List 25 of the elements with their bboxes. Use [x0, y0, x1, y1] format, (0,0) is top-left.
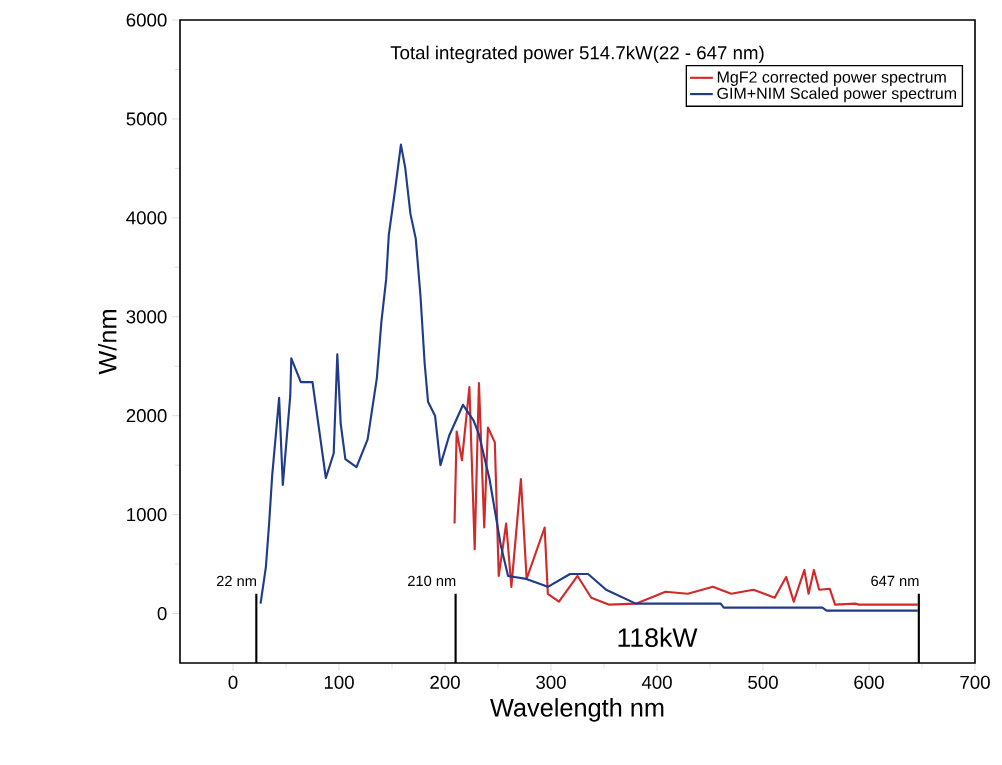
x-tick-label: 0	[228, 675, 238, 689]
y-tick-label: 0	[157, 606, 167, 621]
x-tick-label: 200	[430, 675, 460, 689]
x-tick-label: 100	[324, 675, 354, 689]
y-tick-label: 2000	[126, 409, 167, 423]
line-series	[259, 143, 919, 612]
y-tick-label: 4000	[126, 211, 167, 225]
text: Total integrated power 514.7kW(22 - 647 nm)	[390, 45, 764, 64]
y-tick-label: 1000	[127, 507, 167, 522]
x-tick-label: 500	[748, 675, 778, 689]
legend-label: MgF2 corrected power spectrum	[717, 71, 946, 86]
x-tick-label: 400	[641, 675, 672, 689]
ref-line-label: 647 nm	[871, 575, 919, 587]
y-tick-label: 5000	[126, 112, 167, 126]
y-axis-title: W/nm	[98, 310, 117, 375]
ref-line-label: 22 nm	[216, 575, 256, 587]
ref-line-label: 210 nm	[408, 575, 456, 587]
x-axis-title: Wavelength nm	[490, 698, 664, 722]
y-tick-label: 3000	[126, 310, 167, 324]
y-tick-label: 6000	[126, 13, 167, 27]
x-tick-label: 600	[854, 675, 884, 689]
x-tick-label: 300	[536, 675, 566, 689]
x-tick-label: 700	[960, 675, 990, 689]
annotation: 118kW	[618, 627, 698, 648]
legend-label: GIM+NIM Scaled power spectrum	[717, 87, 956, 103]
